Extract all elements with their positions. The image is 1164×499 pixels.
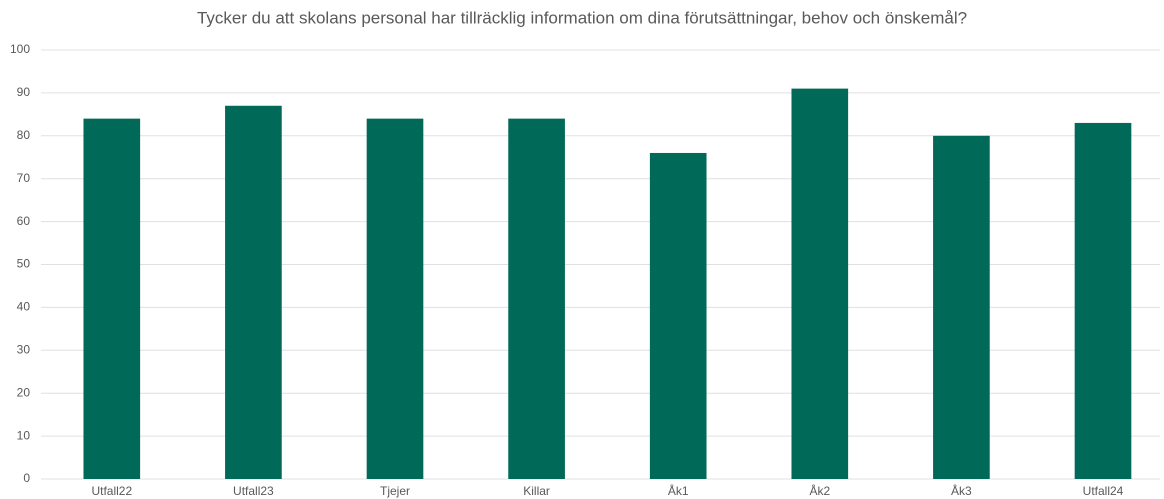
x-tick-label: Utfall24: [1083, 484, 1124, 498]
y-tick-label: 80: [17, 128, 31, 142]
bar: [366, 118, 424, 479]
y-tick-label: 60: [17, 214, 31, 228]
y-tick-label: 0: [23, 471, 30, 485]
bar: [83, 118, 141, 479]
y-tick-label: 70: [17, 171, 31, 185]
y-tick-label: 100: [10, 42, 30, 56]
y-tick-label: 40: [17, 300, 31, 314]
chart-title: Tycker du att skolans personal har tillr…: [197, 8, 967, 27]
y-tick-label: 90: [17, 85, 31, 99]
y-tick-label: 10: [17, 428, 31, 442]
bar: [508, 118, 565, 479]
x-tick-label: Utfall23: [233, 484, 274, 498]
x-tick-label: Åk3: [951, 483, 972, 498]
bar: [225, 105, 282, 480]
y-tick-label: 30: [17, 342, 31, 356]
bar: [933, 135, 990, 480]
x-tick-label: Åk1: [668, 483, 689, 498]
x-tick-label: Utfall22: [91, 484, 132, 498]
x-tick-label: Tjejer: [380, 484, 410, 498]
y-tick-label: 50: [17, 257, 31, 271]
x-tick-label: Åk2: [809, 483, 830, 498]
bar: [791, 88, 849, 480]
bar: [649, 152, 707, 479]
x-tick-label: Killar: [523, 484, 550, 498]
y-tick-label: 20: [17, 385, 31, 399]
bar: [1074, 122, 1132, 480]
